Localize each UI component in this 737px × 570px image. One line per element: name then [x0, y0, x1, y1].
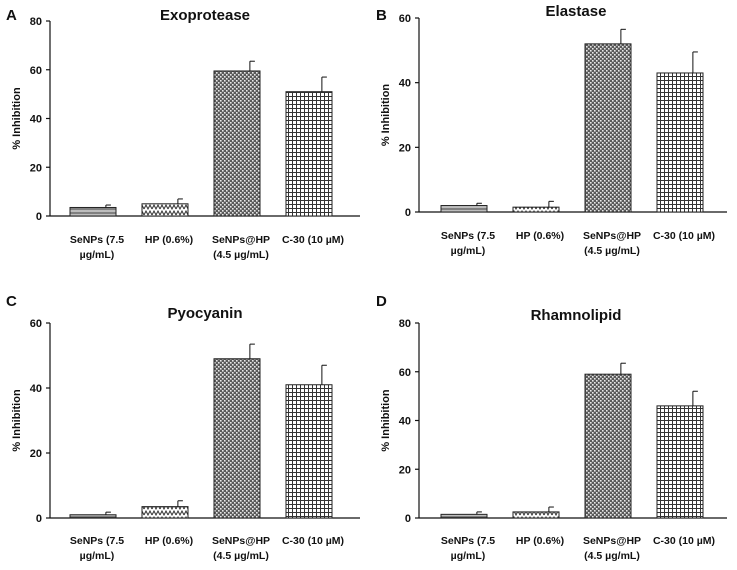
panel-a: A Exoprotease 0 20 40 60 80 % Inhibition SeNPs (… — [6, 7, 360, 261]
y-tick-label: 80 — [399, 318, 411, 330]
bar — [440, 513, 488, 519]
y-tick-label: 80 — [30, 16, 42, 28]
bar — [285, 384, 333, 519]
y-tick-label: 20 — [399, 142, 411, 154]
y-tick-label: 20 — [30, 162, 42, 174]
bar — [141, 506, 189, 519]
panel-letter: C — [6, 293, 17, 310]
bar — [69, 514, 117, 519]
panel-c: C Pyocyanin 0 20 40 60 % Inhibition SeNPs (7.5 µ… — [6, 293, 360, 562]
x-tick-label: C-30 (10 µM) — [653, 535, 715, 547]
bar — [512, 206, 560, 213]
x-tick-label: C-30 (10 µM) — [282, 535, 344, 547]
y-tick-label: 40 — [399, 78, 411, 90]
y-tick-label: 40 — [30, 114, 42, 126]
x-tick-label: SeNPs@HP (4.5 µg/mL) — [583, 535, 641, 562]
x-tick-label: HP (0.6%) — [145, 234, 193, 246]
panel-d: D Rhamnolipid 0 20 40 60 80 % Inhibition SeNPs (… — [376, 293, 727, 562]
y-tick-label: 0 — [405, 513, 411, 525]
panel-b: B Elastase 0 20 40 60 % Inhibition SeNPs (7.5 µg… — [376, 3, 727, 257]
x-tick-label: C-30 (10 µM) — [282, 234, 344, 246]
chart-title: Pyocyanin — [167, 305, 242, 322]
panel-letter: B — [376, 7, 387, 24]
bar — [512, 511, 560, 519]
x-tick-label: SeNPs@HP (4.5 µg/mL) — [212, 535, 270, 562]
chart-title: Exoprotease — [160, 7, 250, 24]
x-tick-label: C-30 (10 µM) — [653, 230, 715, 242]
bar — [656, 405, 704, 519]
bar — [584, 43, 632, 213]
bar — [285, 91, 333, 217]
panel-letter: A — [6, 7, 17, 24]
bar — [440, 205, 488, 213]
bar — [69, 206, 117, 217]
panel-letter: D — [376, 293, 387, 310]
chart-title: Rhamnolipid — [531, 307, 622, 324]
y-tick-label: 0 — [405, 207, 411, 219]
y-tick-label: 60 — [30, 318, 42, 330]
y-tick-label: 60 — [399, 367, 411, 379]
y-axis-label: % Inhibition — [380, 84, 392, 147]
y-tick-label: 0 — [36, 513, 42, 525]
x-tick-label: SeNPs@HP (4.5 µg/mL) — [212, 234, 270, 261]
y-tick-label: 40 — [30, 383, 42, 395]
bar — [213, 358, 261, 519]
y-axis-label: % Inhibition — [380, 389, 392, 452]
x-tick-label: HP (0.6%) — [145, 535, 193, 547]
y-tick-label: 20 — [399, 464, 411, 476]
chart-title: Elastase — [546, 3, 607, 20]
y-axis-label: % Inhibition — [11, 389, 23, 452]
y-tick-label: 60 — [30, 65, 42, 77]
bar — [141, 203, 189, 217]
bar — [656, 72, 704, 213]
x-tick-label: SeNPs (7.5 µg/mL) — [441, 230, 495, 257]
y-tick-label: 20 — [30, 448, 42, 460]
x-tick-label: SeNPs (7.5 µg/mL) — [70, 234, 124, 261]
bar — [584, 373, 632, 519]
y-tick-label: 40 — [399, 416, 411, 428]
x-tick-label: SeNPs (7.5 µg/mL) — [70, 535, 124, 562]
bar — [213, 70, 261, 217]
x-tick-label: SeNPs (7.5 µg/mL) — [441, 535, 495, 562]
y-tick-label: 60 — [399, 13, 411, 25]
y-tick-label: 0 — [36, 211, 42, 223]
y-axis-label: % Inhibition — [11, 87, 23, 150]
x-tick-label: SeNPs@HP (4.5 µg/mL) — [583, 230, 641, 257]
x-tick-label: HP (0.6%) — [516, 230, 564, 242]
x-tick-label: HP (0.6%) — [516, 535, 564, 547]
